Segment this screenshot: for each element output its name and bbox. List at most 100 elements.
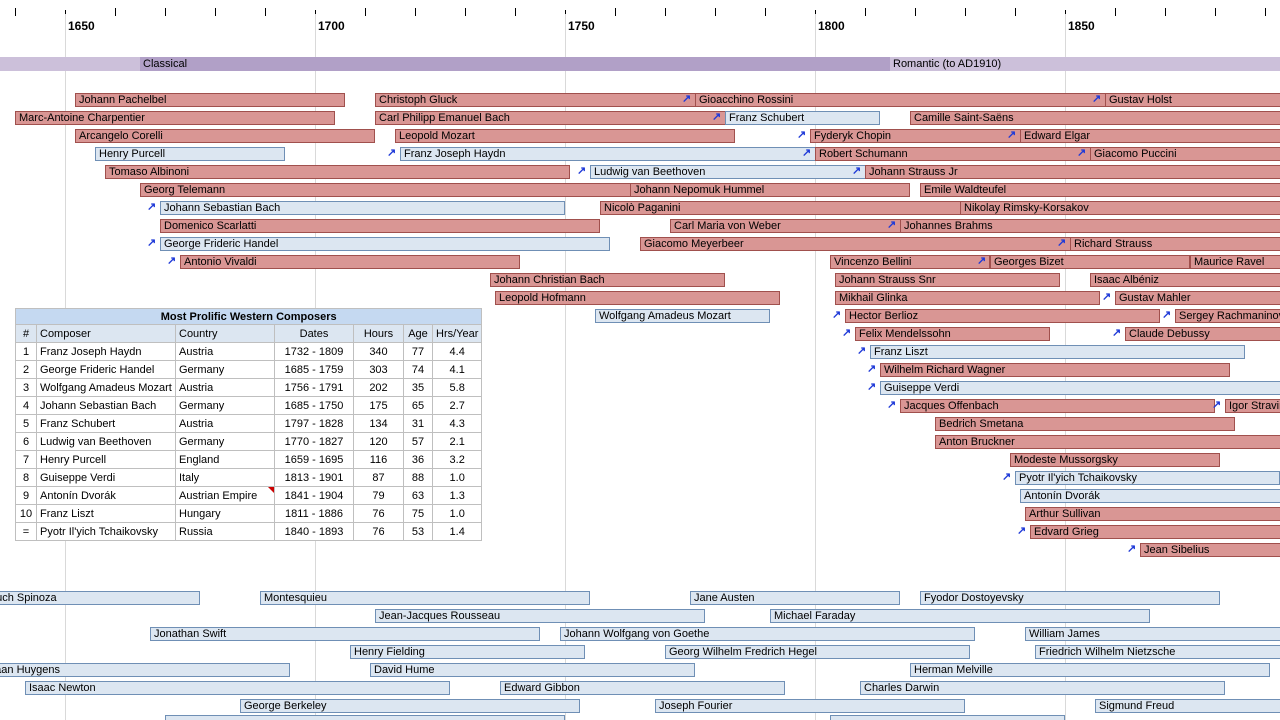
composer-bar: Carl Philipp Emanuel Bach bbox=[375, 111, 745, 125]
table-row: = Pyotr Il'yich Tchaikovsky Russia 1840 - 1… bbox=[15, 522, 483, 541]
cell-country: England bbox=[175, 450, 275, 469]
composer-bar: Antonín Dvorák bbox=[1020, 489, 1280, 503]
thinker-bar: Edward Gibbon bbox=[500, 681, 785, 695]
composer-bar: Georges Bizet bbox=[990, 255, 1190, 269]
link-arrow-icon[interactable]: ↗ bbox=[1092, 93, 1102, 105]
cell-rank: 2 bbox=[15, 360, 37, 379]
cell-rank: 10 bbox=[15, 504, 37, 523]
cell-hrs-year: 1.4 bbox=[431, 522, 483, 541]
link-arrow-icon[interactable]: ↗ bbox=[832, 309, 842, 321]
composer-bar: Leopold Mozart bbox=[395, 129, 735, 143]
link-arrow-icon[interactable]: ↗ bbox=[147, 237, 157, 249]
axis-tick bbox=[1265, 8, 1266, 16]
cell-composer: Antonín Dvorák bbox=[36, 486, 176, 505]
link-arrow-icon[interactable]: ↗ bbox=[1077, 147, 1087, 159]
axis-tick bbox=[115, 8, 116, 16]
link-arrow-icon[interactable]: ↗ bbox=[887, 399, 897, 411]
composer-bar: Johann Sebastian Bach bbox=[160, 201, 565, 215]
cell-composer: Guiseppe Verdi bbox=[36, 468, 176, 487]
link-arrow-icon[interactable]: ↗ bbox=[1057, 237, 1067, 249]
cell-dates: 1811 - 1886 bbox=[274, 504, 354, 523]
composer-bar: Gioacchino Rossini bbox=[695, 93, 1155, 107]
composer-bar: Giacomo Puccini bbox=[1090, 147, 1280, 161]
cell-age: 63 bbox=[403, 486, 433, 505]
thinker-bar: Jonathan Swift bbox=[150, 627, 540, 641]
cell-hours: 76 bbox=[353, 504, 404, 523]
thinker-bar bbox=[830, 715, 1065, 720]
composer-bar: Henry Purcell bbox=[95, 147, 285, 161]
link-arrow-icon[interactable]: ↗ bbox=[842, 327, 852, 339]
link-arrow-icon[interactable]: ↗ bbox=[1112, 327, 1122, 339]
thinker-bar: Isaac Newton bbox=[25, 681, 450, 695]
link-arrow-icon[interactable]: ↗ bbox=[857, 345, 867, 357]
cell-hrs-year: 2.1 bbox=[431, 432, 483, 451]
composer-bar: Gustav Holst bbox=[1105, 93, 1280, 107]
axis-tick bbox=[515, 8, 516, 16]
composer-bar: Robert Schumann bbox=[815, 147, 1095, 161]
cell-hrs-year: 4.4 bbox=[431, 342, 483, 361]
composer-bar: Modeste Mussorgsky bbox=[1010, 453, 1220, 467]
cell-country: Hungary bbox=[175, 504, 275, 523]
link-arrow-icon[interactable]: ↗ bbox=[977, 255, 987, 267]
link-arrow-icon[interactable]: ↗ bbox=[867, 381, 877, 393]
link-arrow-icon[interactable]: ↗ bbox=[802, 147, 812, 159]
thinker-bar: Herman Melville bbox=[910, 663, 1270, 677]
cell-age: 57 bbox=[403, 432, 433, 451]
thinker-bar: Fyodor Dostoyevsky bbox=[920, 591, 1220, 605]
cell-hrs-year: 2.7 bbox=[431, 396, 483, 415]
table-row: 8 Guiseppe Verdi Italy 1813 - 1901 87 88 1.0 bbox=[15, 468, 483, 487]
thinker-bar: David Hume bbox=[370, 663, 695, 677]
cell-rank: 5 bbox=[15, 414, 37, 433]
link-arrow-icon[interactable]: ↗ bbox=[1162, 309, 1172, 321]
link-arrow-icon[interactable]: ↗ bbox=[1007, 129, 1017, 141]
composer-bar: Maurice Ravel bbox=[1190, 255, 1280, 269]
composer-bar: Arcangelo Corelli bbox=[75, 129, 375, 143]
link-arrow-icon[interactable]: ↗ bbox=[1102, 291, 1112, 303]
composer-bar: Tomaso Albinoni bbox=[105, 165, 570, 179]
axis-tick bbox=[965, 8, 966, 16]
cell-hrs-year: 4.3 bbox=[431, 414, 483, 433]
cell-hours: 79 bbox=[353, 486, 404, 505]
link-arrow-icon[interactable]: ↗ bbox=[867, 363, 877, 375]
table-row: 1 Franz Joseph Haydn Austria 1732 - 1809 340… bbox=[15, 342, 483, 361]
link-arrow-icon[interactable]: ↗ bbox=[577, 165, 587, 177]
cell-rank: 1 bbox=[15, 342, 37, 361]
link-arrow-icon[interactable]: ↗ bbox=[147, 201, 157, 213]
link-arrow-icon[interactable]: ↗ bbox=[167, 255, 177, 267]
thinker-bar: Johann Wolfgang von Goethe bbox=[560, 627, 975, 641]
header-country: Country bbox=[175, 324, 275, 343]
link-arrow-icon[interactable]: ↗ bbox=[1017, 525, 1027, 537]
cell-hours: 120 bbox=[353, 432, 404, 451]
link-arrow-icon[interactable]: ↗ bbox=[887, 219, 897, 231]
composer-bar: Johannes Brahms bbox=[900, 219, 1280, 233]
axis-tick bbox=[165, 8, 166, 16]
axis-tick bbox=[915, 8, 916, 16]
composer-bar: Hector Berlioz bbox=[845, 309, 1160, 323]
link-arrow-icon[interactable]: ↗ bbox=[1127, 543, 1137, 555]
cell-dates: 1756 - 1791 bbox=[274, 378, 354, 397]
link-arrow-icon[interactable]: ↗ bbox=[1212, 399, 1222, 411]
cell-hours: 340 bbox=[353, 342, 404, 361]
composer-bar: Franz Liszt bbox=[870, 345, 1245, 359]
table-row: 7 Henry Purcell England 1659 - 1695 116 36 3.2 bbox=[15, 450, 483, 469]
composer-bar: Jean Sibelius bbox=[1140, 543, 1280, 557]
link-arrow-icon[interactable]: ↗ bbox=[682, 93, 692, 105]
composer-bar: Jacques Offenbach bbox=[900, 399, 1215, 413]
link-arrow-icon[interactable]: ↗ bbox=[852, 165, 862, 177]
link-arrow-icon[interactable]: ↗ bbox=[797, 129, 807, 141]
composer-bar: Wilhelm Richard Wagner bbox=[880, 363, 1230, 377]
composer-bar: Claude Debussy bbox=[1125, 327, 1280, 341]
link-arrow-icon[interactable]: ↗ bbox=[387, 147, 397, 159]
composer-bar: Pyotr Il'yich Tchaikovsky bbox=[1015, 471, 1280, 485]
composer-bar: Edward Elgar bbox=[1020, 129, 1280, 143]
year-label: 1700 bbox=[318, 19, 345, 33]
link-arrow-icon[interactable]: ↗ bbox=[712, 111, 722, 123]
thinker-bar: Charles Darwin bbox=[860, 681, 1225, 695]
composer-bar: Franz Joseph Haydn bbox=[400, 147, 860, 161]
cell-country: Italy bbox=[175, 468, 275, 487]
gridline bbox=[815, 14, 816, 720]
cell-hrs-year: 3.2 bbox=[431, 450, 483, 469]
link-arrow-icon[interactable]: ↗ bbox=[1002, 471, 1012, 483]
axis-tick bbox=[1115, 8, 1116, 16]
composer-bar: Guiseppe Verdi bbox=[880, 381, 1280, 395]
